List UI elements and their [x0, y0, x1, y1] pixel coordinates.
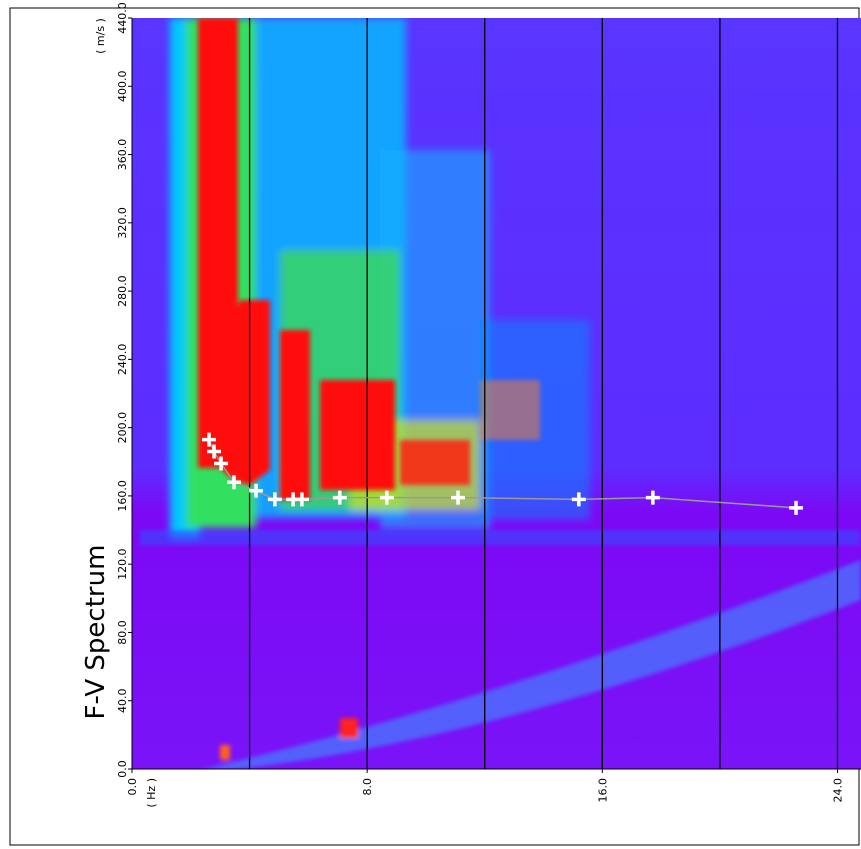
y-tick-label: 160.0 [116, 480, 129, 512]
pick-point [645, 490, 660, 505]
pick-point [207, 444, 222, 459]
pick-point [571, 492, 586, 507]
x-tick-label: 0.0 [126, 778, 139, 796]
grid [128, 17, 861, 773]
pick-point [379, 490, 394, 505]
y-tick-label: 400.0 [116, 71, 129, 103]
y-tick-label: 440.0 [116, 2, 129, 34]
y-tick-label: 240.0 [116, 344, 129, 376]
y-tick-label: 80.0 [116, 620, 129, 645]
pick-point [227, 475, 242, 490]
y-axis-unit: ( m/s ) [94, 18, 107, 54]
y-tick-label: 120.0 [116, 548, 129, 580]
y-tick-label: 40.0 [116, 688, 129, 713]
chart-title: F-V Spectrum [81, 545, 111, 720]
y-tick-label: 320.0 [116, 207, 129, 239]
x-tick-label: 8.0 [361, 778, 374, 796]
y-tick-label: 200.0 [116, 412, 129, 444]
x-tick-label: 16.0 [596, 778, 609, 803]
x-axis-unit: ( Hz ) [145, 778, 158, 808]
y-tick-label: 0.0 [116, 760, 129, 778]
pick-point [249, 483, 264, 498]
pick-point [450, 490, 465, 505]
y-tick-label: 280.0 [116, 275, 129, 307]
heatmap [132, 18, 861, 769]
pick-point [214, 456, 229, 471]
labels: F-V Spectrum ( m/s ) ( Hz ) 0.0 8.0 16.0 24… [81, 2, 844, 807]
pick-point [789, 500, 804, 515]
pick-point [202, 432, 217, 447]
pick-point [267, 492, 282, 507]
series [202, 432, 804, 515]
y-tick-label: 360.0 [116, 139, 129, 171]
x-tick-label: 24.0 [831, 778, 844, 803]
pick-point [332, 490, 347, 505]
pick-point [294, 492, 309, 507]
